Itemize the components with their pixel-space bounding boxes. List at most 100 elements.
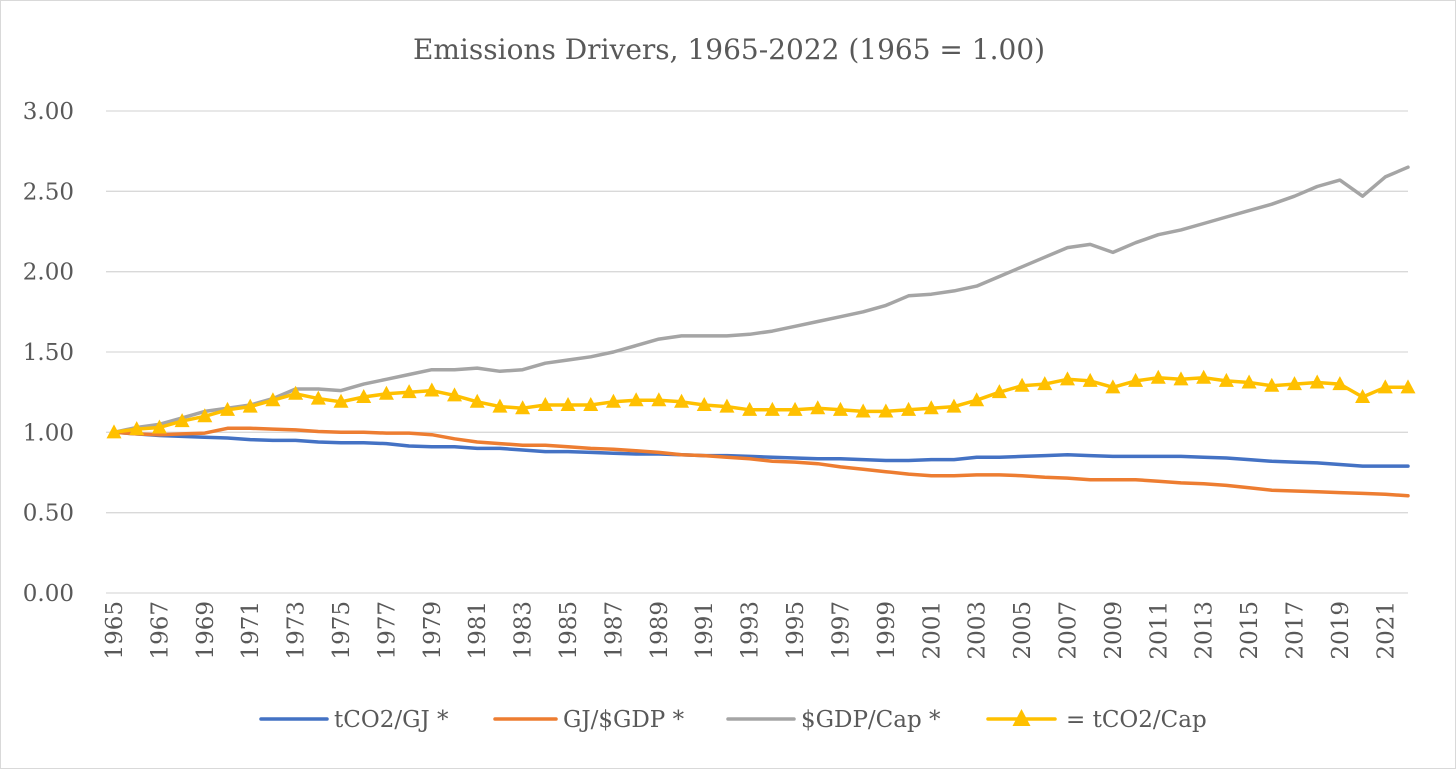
data-point-marker	[242, 398, 258, 413]
data-point-marker	[424, 382, 440, 397]
data-point-marker	[742, 401, 758, 416]
data-point-marker	[401, 384, 417, 399]
x-tick-label: 2015	[1237, 601, 1263, 660]
x-tick-label: 2001	[919, 601, 945, 660]
data-point-marker	[1377, 379, 1393, 394]
data-point-marker	[901, 401, 917, 416]
data-point-marker	[1286, 376, 1302, 391]
series-line	[112, 165, 1410, 435]
series-2	[112, 165, 1410, 435]
data-point-marker	[288, 385, 304, 400]
series-1	[112, 426, 1410, 498]
data-point-marker	[310, 390, 326, 405]
data-point-marker	[991, 384, 1007, 399]
data-point-marker	[855, 403, 871, 418]
legend-label: GJ/$GDP *	[563, 707, 685, 733]
y-tick-label: 2.00	[23, 260, 74, 286]
data-point-marker	[1037, 376, 1053, 391]
x-tick-label: 1983	[511, 601, 537, 660]
data-point-marker	[378, 385, 394, 400]
data-point-marker	[1264, 377, 1280, 392]
y-tick-label: 3.00	[23, 99, 74, 125]
data-point-marker	[1128, 372, 1144, 387]
data-point-marker	[1309, 374, 1325, 389]
y-tick-label: 1.50	[23, 340, 74, 366]
legend-item: tCO2/GJ *	[259, 707, 449, 733]
data-point-marker	[220, 401, 236, 416]
x-tick-label: 2003	[965, 601, 991, 660]
data-point-marker	[1059, 371, 1075, 386]
data-point-marker	[1196, 369, 1212, 384]
legend-label: = tCO2/Cap	[1066, 707, 1207, 733]
data-point-marker	[537, 397, 553, 412]
x-tick-label: 1997	[828, 601, 854, 660]
x-tick-label: 1971	[238, 601, 264, 660]
x-tick-label: 2007	[1055, 601, 1081, 660]
x-tick-label: 1977	[374, 601, 400, 660]
x-tick-label: 1981	[465, 601, 491, 660]
data-point-marker	[174, 413, 190, 428]
data-point-marker	[719, 398, 735, 413]
y-tick-label: 1.00	[23, 420, 74, 446]
data-point-marker	[923, 400, 939, 415]
x-tick-label: 1969	[193, 601, 219, 660]
data-point-marker	[1218, 372, 1234, 387]
legend-item: = tCO2/Cap	[986, 707, 1207, 733]
series-line	[112, 426, 1410, 498]
data-point-marker	[810, 400, 826, 415]
data-point-marker	[696, 397, 712, 412]
data-point-marker	[878, 403, 894, 418]
y-tick-label: 0.00	[23, 581, 74, 607]
x-tick-label: 1979	[420, 601, 446, 660]
legend: tCO2/GJ * GJ/$GDP * $GDP/Cap * = tCO2/Cap	[259, 707, 1207, 733]
data-point-marker	[106, 424, 122, 439]
x-tick-label: 1985	[556, 601, 582, 660]
data-point-marker	[197, 408, 213, 423]
data-point-marker	[356, 388, 372, 403]
x-tick-label: 1987	[601, 601, 627, 660]
x-tick-label: 2005	[1010, 601, 1036, 660]
data-point-marker	[651, 392, 667, 407]
data-point-marker	[1150, 369, 1166, 384]
x-tick-label: 1973	[284, 601, 310, 660]
x-tick-label: 1967	[147, 601, 173, 660]
data-point-marker	[628, 392, 644, 407]
series-line	[112, 375, 1410, 435]
data-point-marker	[515, 400, 531, 415]
data-point-marker	[787, 401, 803, 416]
x-axis-tick-labels: 1965 1967 1969 1971 1973 1975 1977 1979 1981 1983…	[102, 601, 1399, 660]
data-point-marker	[764, 401, 780, 416]
data-point-marker	[605, 393, 621, 408]
data-point-marker	[674, 393, 690, 408]
legend-label: tCO2/GJ *	[334, 707, 449, 733]
y-axis-tick-labels: 0.00 0.50 1.00 1.50 2.00 2.50 3.00	[23, 99, 74, 607]
x-tick-label: 1995	[783, 601, 809, 660]
x-tick-label: 2009	[1101, 601, 1127, 660]
series-line	[112, 430, 1410, 468]
x-tick-label: 1993	[738, 601, 764, 660]
legend-label: $GDP/Cap *	[801, 707, 941, 733]
data-point-marker	[1173, 371, 1189, 386]
y-tick-label: 2.50	[23, 179, 74, 205]
x-tick-label: 1999	[874, 601, 900, 660]
data-point-marker	[1332, 376, 1348, 391]
data-point-marker	[1355, 388, 1371, 403]
data-point-marker	[129, 421, 145, 436]
chart-title: Emissions Drivers, 1965-2022 (1965 = 1.0…	[413, 33, 1045, 66]
data-point-marker	[946, 398, 962, 413]
data-point-marker	[1014, 377, 1030, 392]
series-lines	[106, 165, 1416, 498]
gridlines	[106, 110, 1408, 594]
series-0	[112, 430, 1410, 468]
data-point-marker	[969, 392, 985, 407]
data-point-marker	[265, 392, 281, 407]
data-point-marker	[469, 393, 485, 408]
legend-item: GJ/$GDP *	[493, 707, 685, 733]
x-tick-label: 2019	[1328, 601, 1354, 660]
data-point-marker	[560, 397, 576, 412]
data-point-marker	[333, 393, 349, 408]
x-tick-label: 1991	[692, 601, 718, 660]
data-point-marker	[447, 387, 463, 402]
data-point-marker	[1241, 374, 1257, 389]
x-tick-label: 2021	[1373, 601, 1399, 660]
